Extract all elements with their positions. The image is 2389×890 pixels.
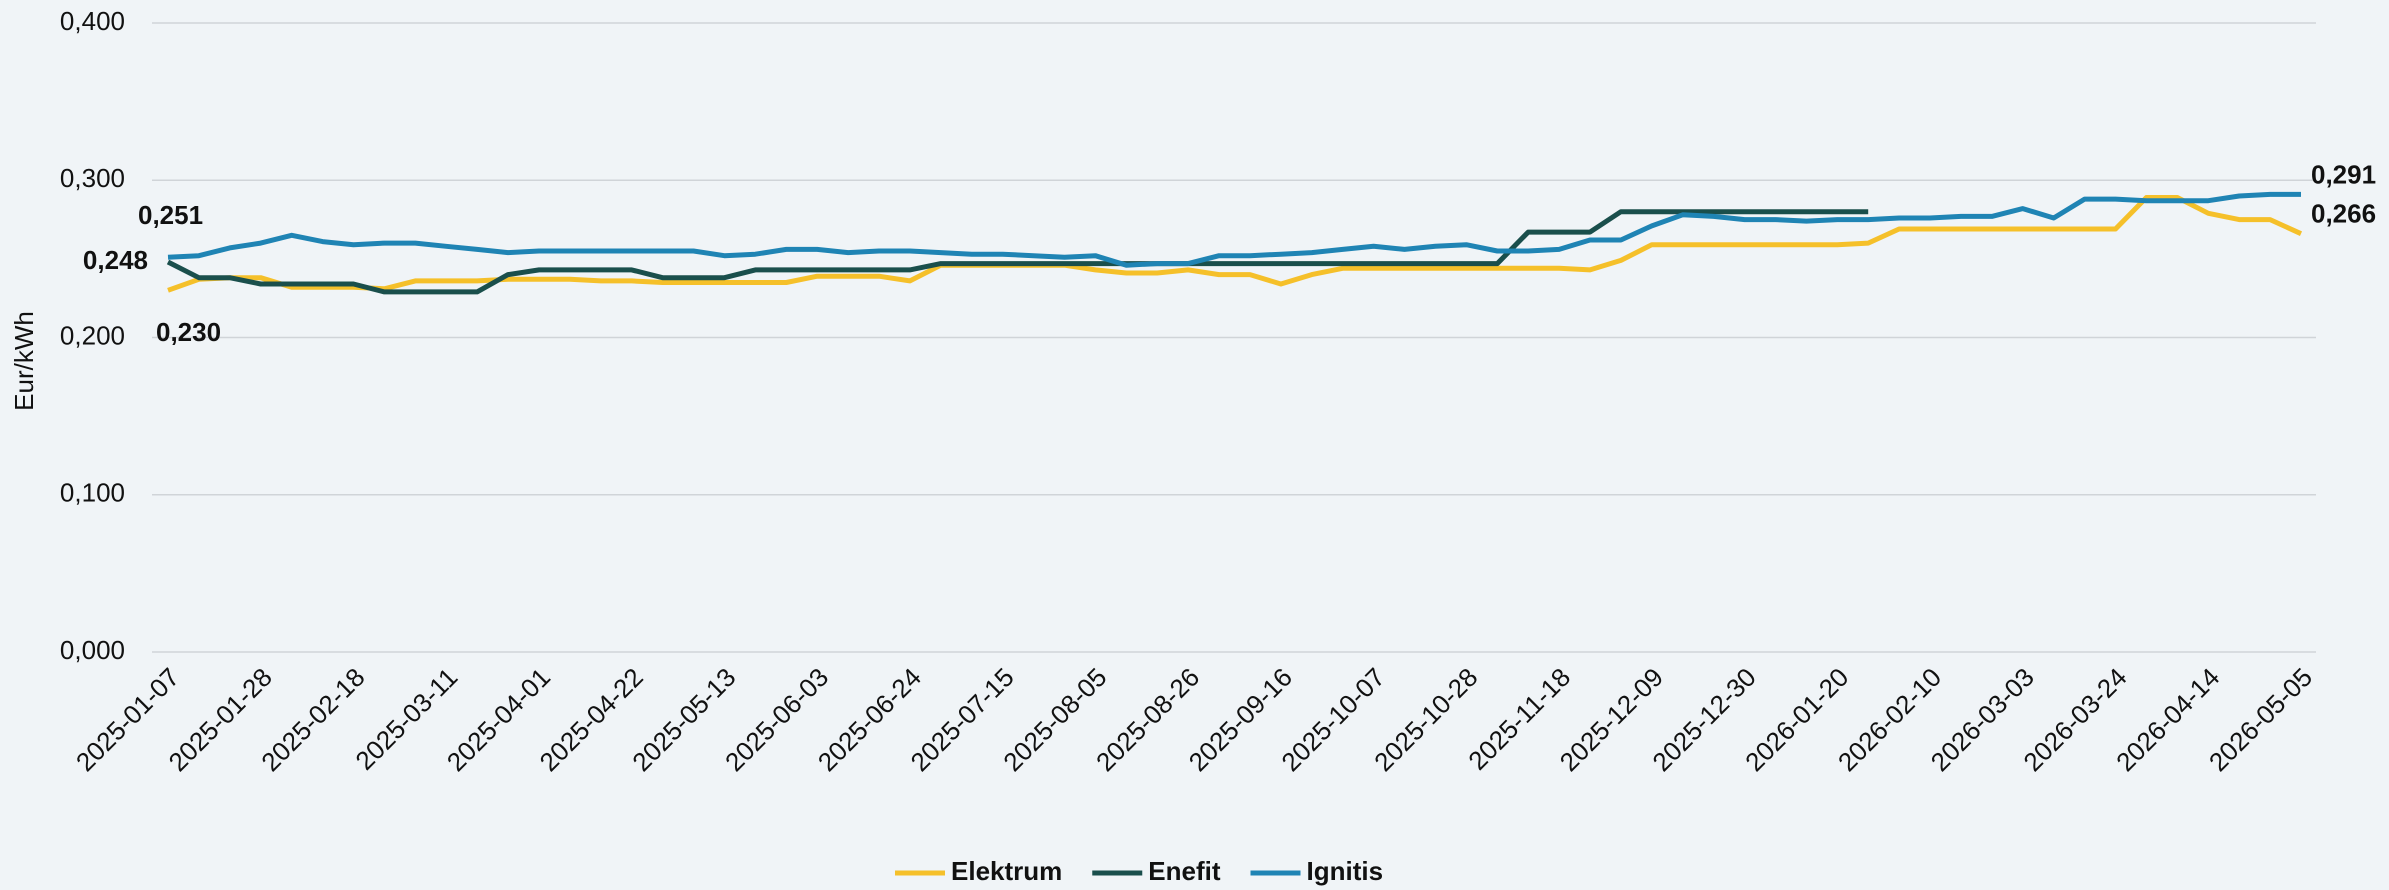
y-tick-label: 0,000	[60, 635, 125, 665]
series-line	[166, 209, 1869, 295]
value-label: 0,248	[83, 245, 148, 275]
value-label: 0,230	[156, 317, 221, 347]
legend-label: Ignitis	[1307, 856, 1384, 886]
series-line	[167, 195, 2303, 293]
y-tick-label: 0,100	[60, 478, 125, 508]
y-tick-label: 0,200	[60, 320, 125, 350]
y-tick-label: 0,400	[60, 6, 125, 36]
value-label: 0,291	[2311, 159, 2376, 189]
value-label: 0,266	[2311, 199, 2376, 229]
legend-label: Elektrum	[951, 856, 1062, 886]
value-label: 0,251	[138, 200, 203, 230]
y-axis-label: Eur/kWh	[9, 311, 39, 411]
legend-label: Enefit	[1148, 856, 1221, 886]
series-line	[167, 191, 2301, 268]
y-tick-label: 0,300	[60, 163, 125, 193]
